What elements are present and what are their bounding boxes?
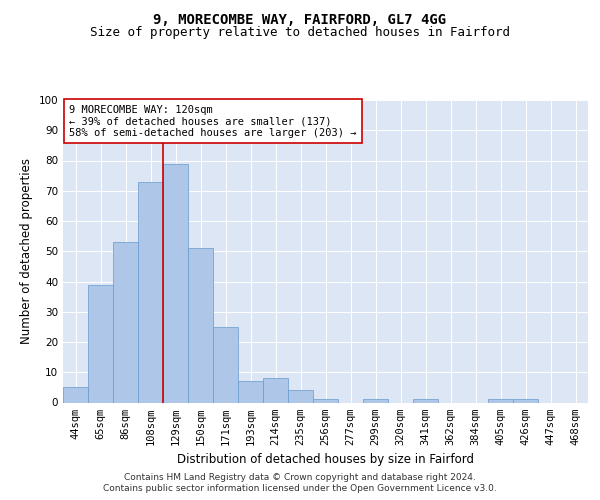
Bar	[413, 400, 438, 402]
Bar	[238, 382, 263, 402]
Text: 9, MORECOMBE WAY, FAIRFORD, GL7 4GG: 9, MORECOMBE WAY, FAIRFORD, GL7 4GG	[154, 12, 446, 26]
Bar	[263, 378, 288, 402]
Bar	[513, 400, 538, 402]
Bar	[163, 164, 188, 402]
Text: Contains HM Land Registry data © Crown copyright and database right 2024.: Contains HM Land Registry data © Crown c…	[124, 472, 476, 482]
Bar	[88, 284, 113, 403]
Text: 9 MORECOMBE WAY: 120sqm
← 39% of detached houses are smaller (137)
58% of semi-d: 9 MORECOMBE WAY: 120sqm ← 39% of detache…	[70, 104, 357, 138]
Bar	[313, 400, 338, 402]
Y-axis label: Number of detached properties: Number of detached properties	[20, 158, 33, 344]
Bar	[113, 242, 138, 402]
Bar	[488, 400, 513, 402]
Bar	[63, 388, 88, 402]
X-axis label: Distribution of detached houses by size in Fairford: Distribution of detached houses by size …	[177, 453, 474, 466]
Text: Size of property relative to detached houses in Fairford: Size of property relative to detached ho…	[90, 26, 510, 39]
Bar	[363, 400, 388, 402]
Bar	[188, 248, 213, 402]
Bar	[138, 182, 163, 402]
Bar	[288, 390, 313, 402]
Text: Contains public sector information licensed under the Open Government Licence v3: Contains public sector information licen…	[103, 484, 497, 493]
Bar	[213, 327, 238, 402]
